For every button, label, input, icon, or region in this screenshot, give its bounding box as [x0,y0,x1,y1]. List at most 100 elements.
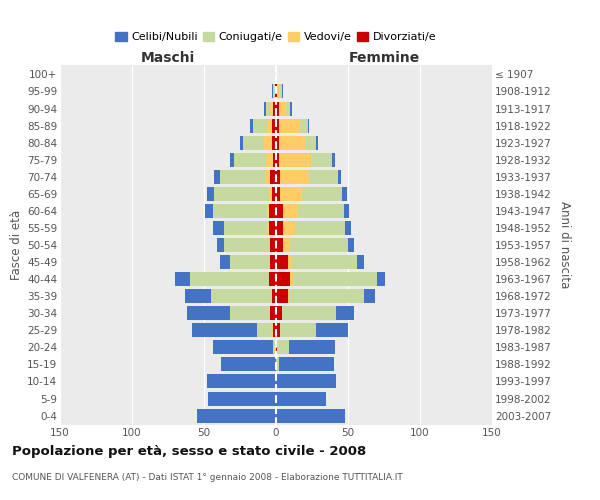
Bar [193,324,276,338]
Bar [276,255,356,269]
Bar [276,340,289,354]
Bar [270,306,276,320]
Bar [272,118,276,132]
Bar [276,204,298,218]
Bar [276,152,335,166]
Bar [270,170,276,183]
Bar [276,358,279,372]
Bar [276,238,290,252]
Bar [273,84,276,98]
Bar [269,187,276,201]
Bar [253,118,276,132]
Bar [276,340,277,354]
Bar [276,221,351,235]
Bar [230,255,276,269]
Y-axis label: Anni di nascita: Anni di nascita [559,202,571,288]
Bar [268,204,276,218]
Bar [230,306,276,320]
Bar [266,170,276,183]
Bar [276,392,326,406]
Bar [190,272,276,286]
Bar [276,324,316,338]
Bar [207,187,276,201]
Bar [175,272,276,286]
Bar [273,102,276,116]
Bar [276,102,286,116]
Bar [276,102,292,116]
Bar [276,118,301,132]
Bar [272,187,276,201]
Bar [276,152,332,166]
Bar [270,255,276,269]
Bar [269,204,276,218]
Bar [276,102,279,116]
Legend: Celibi/Nubili, Coniugati/e, Vedovi/e, Divorziati/e: Celibi/Nubili, Coniugati/e, Vedovi/e, Di… [111,28,441,46]
Bar [208,392,276,406]
Bar [276,238,348,252]
Text: Maschi: Maschi [141,51,195,65]
Bar [276,136,279,149]
Bar [268,118,276,132]
Bar [276,170,309,183]
Bar [276,118,279,132]
Bar [276,324,348,338]
Bar [276,255,364,269]
Bar [276,187,347,201]
Bar [276,255,292,269]
Bar [276,289,289,303]
Bar [273,340,276,354]
Bar [276,255,287,269]
Bar [276,204,349,218]
Bar [185,289,276,303]
Bar [272,289,276,303]
Bar [276,272,293,286]
Bar [276,84,283,98]
Bar [276,187,302,201]
Bar [276,118,308,132]
Bar [276,136,305,149]
Bar [275,84,276,98]
Bar [276,358,334,372]
Bar [270,255,276,269]
Bar [265,136,276,149]
Bar [276,152,311,166]
Bar [221,358,276,372]
Bar [276,340,277,354]
Bar [276,170,341,183]
Bar [214,170,276,183]
Bar [276,374,337,388]
Bar [276,152,279,166]
Bar [276,272,385,286]
Bar [268,221,276,235]
Bar [234,152,276,166]
Bar [276,204,344,218]
Y-axis label: Fasce di età: Fasce di età [10,210,23,280]
Bar [276,221,345,235]
Bar [266,152,276,166]
Bar [212,340,276,354]
Bar [269,272,276,286]
Bar [270,238,276,252]
Bar [207,374,276,388]
Bar [276,340,335,354]
Bar [270,102,276,116]
Bar [276,289,287,303]
Bar [220,170,276,183]
Bar [276,118,309,132]
Bar [269,272,276,286]
Bar [276,136,316,149]
Bar [276,306,282,320]
Bar [276,289,376,303]
Bar [220,255,276,269]
Bar [243,136,276,149]
Bar [275,84,276,98]
Bar [272,84,276,98]
Bar [276,238,283,252]
Text: Popolazione per età, sesso e stato civile - 2008: Popolazione per età, sesso e stato civil… [12,445,366,458]
Bar [276,306,337,320]
Bar [276,324,280,338]
Bar [205,204,276,218]
Bar [276,289,364,303]
Bar [276,204,283,218]
Bar [272,324,276,338]
